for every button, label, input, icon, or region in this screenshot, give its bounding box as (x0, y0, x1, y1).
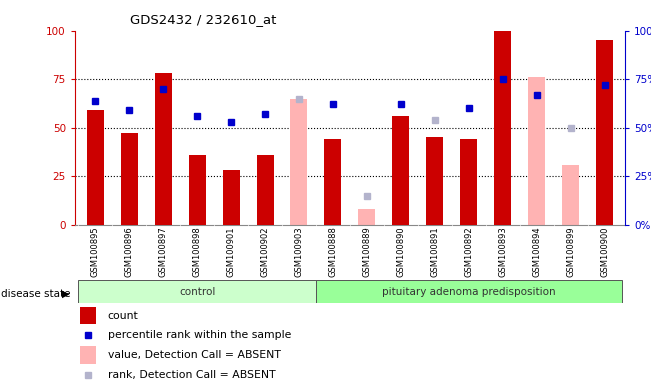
Bar (426, 137, 443, 225)
Bar (528, 77, 545, 225)
Bar (596, 40, 613, 225)
Text: GSM100901: GSM100901 (227, 226, 236, 277)
Text: percentile rank within the sample: percentile rank within the sample (108, 330, 291, 340)
Text: GSM100903: GSM100903 (294, 226, 303, 277)
Bar (316, 280, 622, 303)
Bar (256, 155, 273, 225)
Text: GSM100891: GSM100891 (430, 226, 439, 277)
Text: value, Detection Call = ABSENT: value, Detection Call = ABSENT (108, 350, 281, 360)
Text: GSM100892: GSM100892 (464, 226, 473, 277)
Text: control: control (179, 287, 215, 297)
Bar (120, 134, 137, 225)
Bar (494, 31, 511, 225)
Bar (324, 139, 341, 225)
Text: GSM100899: GSM100899 (566, 226, 575, 277)
Text: GDS2432 / 232610_at: GDS2432 / 232610_at (130, 13, 277, 26)
Text: rank, Detection Call = ABSENT: rank, Detection Call = ABSENT (108, 369, 275, 379)
Text: GSM100897: GSM100897 (159, 226, 168, 277)
Bar (393, 116, 409, 225)
Bar (460, 139, 477, 225)
Text: GSM100893: GSM100893 (498, 226, 507, 277)
Text: GSM100896: GSM100896 (125, 226, 133, 277)
Text: GSM100894: GSM100894 (532, 226, 541, 277)
Bar (78, 280, 316, 303)
Text: GSM100895: GSM100895 (90, 226, 100, 277)
Text: pituitary adenoma predisposition: pituitary adenoma predisposition (382, 287, 555, 297)
Text: GSM100898: GSM100898 (193, 226, 202, 277)
Text: count: count (108, 311, 139, 321)
Bar (189, 155, 206, 225)
Text: disease state: disease state (1, 289, 70, 299)
Bar (155, 73, 172, 225)
Text: GSM100890: GSM100890 (396, 226, 406, 277)
Bar (87, 110, 104, 225)
Bar (290, 99, 307, 225)
Text: GSM100902: GSM100902 (260, 226, 270, 277)
Bar (562, 164, 579, 225)
Text: GSM100888: GSM100888 (329, 226, 337, 277)
Bar (80, 307, 96, 324)
Bar (359, 209, 376, 225)
Text: GSM100900: GSM100900 (600, 226, 609, 277)
Text: ▶: ▶ (62, 289, 70, 299)
Bar (223, 170, 240, 225)
Text: GSM100889: GSM100889 (363, 226, 371, 277)
Bar (80, 346, 96, 364)
